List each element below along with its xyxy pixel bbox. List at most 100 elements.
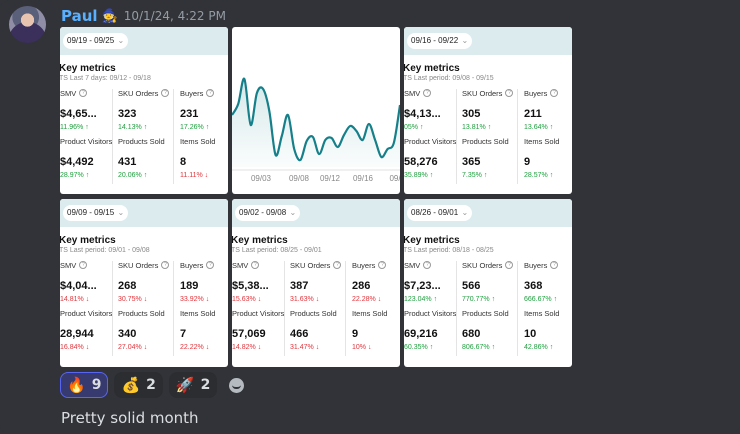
arrow-up-icon: ↑ (549, 344, 554, 351)
metric-label: Items Sold (352, 309, 388, 318)
metric-label: SKU Orders (290, 261, 331, 270)
reactions-bar: 🔥 9 💰 2 🚀 2 (60, 372, 249, 398)
arrow-up-icon: ↑ (549, 172, 554, 179)
chart-screenshot[interactable]: 09/03 09/08 09/12 09/16 09/ (232, 27, 400, 194)
metric-cell: Product Visitors 28,944 16.84% ↓ (60, 309, 118, 353)
arrow-down-icon: ↓ (85, 344, 90, 351)
metric-cell: Product Visitors 58,276 35.89% ↑ (404, 137, 462, 181)
help-icon[interactable]: ? (505, 89, 514, 97)
metric-label: SMV (60, 261, 77, 270)
username[interactable]: Paul (61, 7, 98, 25)
help-icon[interactable]: ? (423, 89, 432, 97)
metric-change: 10% (352, 344, 367, 351)
date-range-selector[interactable]: 08/26 - 09/01 ⌄ (407, 205, 473, 221)
metric-change: 31.47% (290, 344, 314, 351)
metric-value: $7,23... (404, 280, 441, 292)
divider (173, 89, 174, 184)
help-icon[interactable]: ? (333, 261, 342, 269)
help-icon[interactable]: ? (161, 89, 170, 97)
help-icon[interactable]: ? (161, 261, 170, 269)
metric-value: 57,069 (232, 328, 266, 340)
metric-change: 42.86% (524, 344, 548, 351)
metrics-screenshot[interactable]: 09/19 - 09/25 ⌄ Key metrics TS Last 7 days:… (60, 27, 228, 194)
metric-value: 323 (118, 108, 137, 120)
metrics-screenshot[interactable]: 08/26 - 09/01 ⌄ Key metrics TS Last period:… (404, 199, 572, 367)
metric-cell: Items Sold 9 10% ↓ (352, 309, 400, 353)
timestamp[interactable]: 10/1/24, 4:22 PM (123, 9, 226, 23)
metric-cell: SKU Orders? 268 30.75% ↓ (118, 261, 176, 305)
help-icon[interactable]: ? (206, 89, 215, 97)
arrow-down-icon: ↓ (315, 344, 320, 351)
date-range-label: 09/19 - 09/25 (67, 36, 115, 45)
metric-change: 7.35% (462, 172, 482, 179)
chevron-down-icon: ⌄ (461, 208, 469, 217)
metric-label: SKU Orders (462, 89, 503, 98)
metric-change: 806.67% (462, 344, 490, 351)
help-icon[interactable]: ? (206, 261, 215, 269)
reaction-rocket[interactable]: 🚀 2 (168, 372, 218, 398)
metric-value: 365 (462, 156, 481, 168)
help-icon[interactable]: ? (79, 261, 88, 269)
message-text: Pretty solid month (61, 409, 199, 427)
tile-title: Key metrics (404, 63, 460, 74)
help-icon[interactable]: ? (550, 89, 559, 97)
metric-label: SMV (404, 89, 421, 98)
avatar[interactable] (9, 6, 46, 43)
date-range-selector[interactable]: 09/02 - 09/08 ⌄ (235, 205, 301, 221)
metric-label: Buyers (524, 89, 548, 98)
metric-cell: Product Visitors 57,069 14.82% ↓ (232, 309, 290, 353)
message-header: Paul 🧙 10/1/24, 4:22 PM (61, 6, 226, 26)
metric-cell: Buyers? 189 33.92% ↓ (180, 261, 228, 305)
help-icon[interactable]: ? (251, 261, 260, 269)
divider (345, 261, 346, 356)
arrow-up-icon: ↑ (143, 124, 148, 131)
arrow-down-icon: ↓ (85, 296, 90, 303)
metric-change: 27.04% (118, 344, 142, 351)
metric-label: SMV (60, 89, 77, 98)
tile-subtitle: TS Last period: 09/08 - 09/15 (404, 75, 494, 82)
add-reaction-button[interactable] (223, 372, 249, 398)
arrow-up-icon: ↑ (487, 124, 492, 131)
metrics-screenshot[interactable]: 09/16 - 09/22 ⌄ Key metrics TS Last period:… (404, 27, 572, 194)
arrow-up-icon: ↑ (491, 296, 496, 303)
help-icon[interactable]: ? (378, 261, 387, 269)
date-range-selector[interactable]: 09/09 - 09/15 ⌄ (63, 205, 129, 221)
metrics-screenshot[interactable]: 09/02 - 09/08 ⌄ Key metrics TS Last period:… (232, 199, 400, 367)
money-bag-icon: 💰 (121, 375, 141, 394)
metric-label: Products Sold (290, 309, 337, 318)
metric-cell: SMV? $4,65... 11.96% ↑ (60, 89, 118, 133)
metric-cell: SMV? $7,23... 123.04% ↑ (404, 261, 462, 305)
arrow-up-icon: ↑ (85, 124, 89, 131)
metric-label: Items Sold (524, 309, 560, 318)
help-icon[interactable]: ? (79, 89, 88, 97)
metric-change: 22.22% (180, 344, 204, 351)
metric-change: 30.75% (118, 296, 142, 303)
metric-value: 10 (524, 328, 537, 340)
metric-label: Items Sold (180, 137, 216, 146)
metric-value: 28,944 (60, 328, 94, 340)
metrics-screenshot[interactable]: 09/09 - 09/15 ⌄ Key metrics TS Last period:… (60, 199, 228, 367)
metric-label: Products Sold (118, 309, 165, 318)
date-range-label: 09/02 - 09/08 (239, 208, 287, 217)
tile-title: Key metrics (60, 235, 116, 246)
metric-change: 35.89% (404, 172, 428, 179)
divider (456, 261, 457, 356)
reaction-fire[interactable]: 🔥 9 (60, 372, 109, 398)
metric-value: 231 (180, 108, 199, 120)
metric-label: SMV (404, 261, 421, 270)
arrow-down-icon: ↓ (315, 296, 320, 303)
date-range-selector[interactable]: 09/19 - 09/25 ⌄ (63, 33, 129, 49)
reaction-money-bag[interactable]: 💰 2 (114, 372, 163, 398)
help-icon[interactable]: ? (423, 261, 432, 269)
metric-cell: SKU Orders? 305 13.81% ↑ (462, 89, 520, 133)
metric-change: 16.84% (60, 344, 84, 351)
metric-change: 123.04% (404, 296, 432, 303)
arrow-down-icon: ↓ (143, 344, 148, 351)
arrow-down-icon: ↓ (205, 344, 210, 351)
help-icon[interactable]: ? (505, 261, 514, 269)
help-icon[interactable]: ? (550, 261, 559, 269)
metric-change: 15.63% (232, 296, 256, 303)
metric-label: Items Sold (180, 309, 216, 318)
arrow-down-icon: ↓ (367, 344, 372, 351)
date-range-selector[interactable]: 09/16 - 09/22 ⌄ (407, 33, 473, 49)
